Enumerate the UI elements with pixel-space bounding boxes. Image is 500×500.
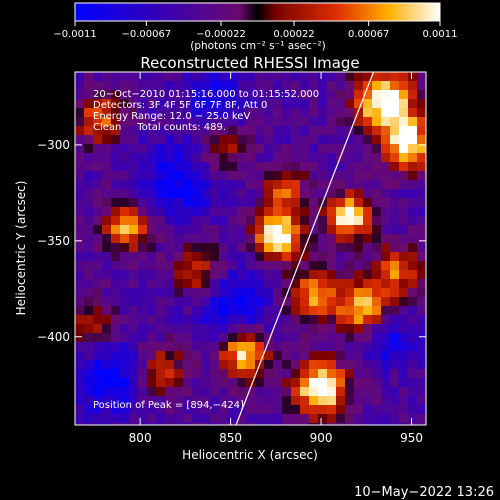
footer-date: 10−May−2022 13:26 xyxy=(354,485,494,500)
heatmap-image xyxy=(75,72,426,425)
x-tick-label: 850 xyxy=(219,431,242,445)
colorbar-tick-label: 0.00067 xyxy=(348,29,389,40)
colorbar-tick-label: −0.00022 xyxy=(196,29,246,40)
x-tick-label: 950 xyxy=(400,431,423,445)
y-tick-label: −350 xyxy=(37,234,70,248)
colorbar-tick-label: −0.00067 xyxy=(121,29,171,40)
annotation-peak-position: Position of Peak = [894,−424] xyxy=(93,400,244,411)
x-tick-label: 900 xyxy=(310,431,333,445)
plot-frame xyxy=(74,71,427,426)
colorbar xyxy=(74,2,441,22)
annotation-energy-range: Energy Range: 12.0 − 25.0 keV xyxy=(93,111,250,122)
x-axis-label: Heliocentric X (arcsec) xyxy=(182,448,318,462)
y-tick-label: −400 xyxy=(37,330,70,344)
axis-ticks: 800 850 900 950 −300 −350 −400 xyxy=(37,72,426,445)
colorbar-tick-label: 0.00022 xyxy=(273,29,314,40)
solar-limb-line xyxy=(235,71,375,426)
y-tick-label: −300 xyxy=(37,138,70,152)
colorbar-unit-label: (photons cm⁻² s⁻¹ asec⁻²) xyxy=(190,40,325,52)
colorbar-tick-label: 0.0011 xyxy=(423,29,458,40)
annotation-detectors: Detectors: 3F 4F 5F 6F 7F 8F, Att 0 xyxy=(93,100,267,111)
colorbar-tick-label: −0.0011 xyxy=(53,29,96,40)
colorbar-ticks: −0.0011 −0.00067 −0.00022 0.00022 0.00067 0.0… xyxy=(53,21,458,40)
annotation-time-range: 20−Oct−2010 01:15:16.000 to 01:15:52.000 xyxy=(93,89,319,100)
x-tick-label: 800 xyxy=(129,431,152,445)
chart-title: Reconstructed RHESSI Image xyxy=(140,54,359,72)
annotation-clean-counts: Clean Total counts: 489. xyxy=(93,122,226,133)
y-axis-label: Heliocentric Y (arcsec) xyxy=(14,181,28,316)
